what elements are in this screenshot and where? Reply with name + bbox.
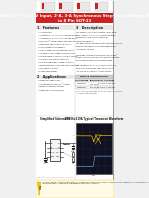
Text: • Power-Good Output: • Power-Good Output <box>38 70 56 72</box>
Text: R1: R1 <box>72 154 74 155</box>
Text: (1) For all available packages, see the ordnance addendum at
    the end of this: (1) For all available packages, see the … <box>75 90 122 93</box>
Text: • Networking Server Switches: • Networking Server Switches <box>38 86 64 87</box>
Text: TPS56x219A: TPS56x219A <box>50 147 61 149</box>
Text: • Startup-based Acceleration Output Voltage: • Startup-based Acceleration Output Volt… <box>38 55 77 57</box>
Text: 1   Features: 1 Features <box>37 26 59 30</box>
Text: • All Integrated: • All Integrated <box>38 31 51 33</box>
Text: SOT-23 (8): SOT-23 (8) <box>90 83 98 85</box>
Bar <box>72 152 74 156</box>
Bar <box>94 2 108 10</box>
Text: • Non-latched OVP, UVLO and TSD Protections: • Non-latched OVP, UVLO and TSD Protecti… <box>38 65 78 66</box>
Text: mode control providing a fast transient response: mode control providing a fast transient … <box>76 57 119 58</box>
Bar <box>36 75 74 79</box>
Bar <box>36 25 74 30</box>
Text: SOT-23 (8): SOT-23 (8) <box>90 87 98 88</box>
Bar <box>77 3 80 9</box>
Text: IMPORTANT NOTICE: A lot of this data sheet specifications, application circuits : IMPORTANT NOTICE: A lot of this data she… <box>42 182 148 185</box>
Text: and reliable output across variable loads.: and reliable output across variable load… <box>76 60 112 61</box>
Bar <box>95 3 98 9</box>
Bar <box>50 139 60 161</box>
Text: PACKAGE: PACKAGE <box>90 80 98 81</box>
Text: VOUT: VOUT <box>72 135 76 136</box>
Bar <box>36 0 113 12</box>
Text: BODY SIZE (NOM): BODY SIZE (NOM) <box>98 79 114 81</box>
Text: 2.90 mm × 2.80 mm: 2.90 mm × 2.80 mm <box>98 83 115 84</box>
Text: TPS56x219A Typical Transient Waveform: TPS56x219A Typical Transient Waveform <box>65 117 123 121</box>
Text: DEVICE INFORMATION: DEVICE INFORMATION <box>80 76 108 77</box>
Text: !: ! <box>38 187 40 191</box>
Text: 2   Applications: 2 Applications <box>37 75 66 79</box>
Text: • Hiccup mode Under Voltage Protection: • Hiccup mode Under Voltage Protection <box>38 62 73 63</box>
Text: 2.90 mm × 2.80 mm: 2.90 mm × 2.80 mm <box>98 87 115 88</box>
Text: • Cycle by Cycle Overcurrent Limit: • Cycle by Cycle Overcurrent Limit <box>38 58 68 60</box>
Text: converters in 8-pin SOT-23 package.: converters in 8-pin SOT-23 package. <box>76 37 108 38</box>
Bar <box>36 180 114 198</box>
Polygon shape <box>37 182 41 196</box>
Text: R2: R2 <box>72 159 74 160</box>
Text: The impressive 2-A or 3-A output current in a: The impressive 2-A or 3-A output current… <box>76 65 115 66</box>
Text: -40°C to 85°C of ambient temperatures.: -40°C to 85°C of ambient temperatures. <box>76 71 111 72</box>
Text: • TPS56x319A: 3-A Synchronous Step-Down: • TPS56x319A: 3-A Synchronous Step-Down <box>38 37 77 39</box>
Bar <box>36 13 113 23</box>
Text: Copyright © 2015, Texas Instruments Incorporated: Copyright © 2015, Texas Instruments Inco… <box>37 176 73 177</box>
Bar <box>59 2 73 10</box>
Bar <box>75 82 113 86</box>
Text: TPS56x219A: TPS56x219A <box>77 83 87 84</box>
Text: 3   Description: 3 Description <box>76 26 103 30</box>
Text: • DCS-CONT™ Mode Control with 400-kHz Switching Frequency: • DCS-CONT™ Mode Control with 400-kHz Sw… <box>38 41 93 42</box>
Text: VIN: VIN <box>51 143 53 144</box>
Bar <box>75 74 113 78</box>
Text: AGND: AGND <box>51 156 55 157</box>
Bar <box>75 86 113 89</box>
Text: SW: SW <box>58 143 60 144</box>
Text: TPS56x219A 4.5-V To 17-V Input, 2-A, 3-A Synchronous Step-Down Voltage Regulator: TPS56x219A 4.5-V To 17-V Input, 2-A, 3-A… <box>0 13 149 17</box>
Text: • Low Shutdown Current Less than 10 μA: • Low Shutdown Current Less than 10 μA <box>38 50 74 51</box>
Text: Time: Time <box>92 175 96 176</box>
Text: TPS56x319A: TPS56x319A <box>77 87 87 88</box>
Text: Simplified Schematic: Simplified Schematic <box>40 117 70 121</box>
Text: • TPS56x219A: 2-A Synchronous Step-Down: • TPS56x219A: 2-A Synchronous Step-Down <box>38 34 77 36</box>
Text: PGND: PGND <box>56 156 60 157</box>
Bar <box>41 2 55 10</box>
Text: IL: IL <box>75 161 76 162</box>
Text: • Adjustable Soft Start: • Adjustable Soft Start <box>38 68 57 69</box>
Bar <box>75 25 113 30</box>
Text: in 8 Pin SOT-23: in 8 Pin SOT-23 <box>58 18 91 23</box>
Text: • Digital TV Power Supply: • Digital TV Power Supply <box>38 80 60 81</box>
Bar <box>76 123 112 174</box>
Text: external component counts and optimized for: external component counts and optimized … <box>76 46 116 47</box>
Text: • Output Voltage Range: 0.76 V to 7 V: • Output Voltage Range: 0.76 V to 7 V <box>38 44 71 45</box>
Text: SW: SW <box>58 147 60 148</box>
Text: small SOT-23 package, and specified from: small SOT-23 package, and specified from <box>76 68 113 69</box>
Text: VOUT: VOUT <box>56 152 60 153</box>
Bar <box>75 78 113 82</box>
Bar <box>59 3 62 9</box>
Text: The devices are optimized to operate with minimum: The devices are optimized to operate wit… <box>76 43 122 44</box>
Text: • Set-Top-Box Blu-ray Disc™ Players: • Set-Top-Box Blu-ray Disc™ Players <box>38 83 70 85</box>
Text: SS/TR: SS/TR <box>51 151 55 153</box>
Text: • Digital-Point Solutions (DPS): • Digital-Point Solutions (DPS) <box>38 89 64 91</box>
Bar <box>42 3 44 9</box>
Text: CIN: CIN <box>44 163 46 164</box>
Text: easy-to-use, 2-A, 3-A synchronous step-down: easy-to-use, 2-A, 3-A synchronous step-d… <box>76 34 115 36</box>
Text: TPS56x219A, TPS56x319A: TPS56x219A, TPS56x319A <box>85 12 113 14</box>
Text: • 800-kHz Switching Frequency: • 800-kHz Switching Frequency <box>38 47 65 48</box>
Text: The TPS56x219A and TPS56x319A are simple: The TPS56x219A and TPS56x319A are simple <box>76 31 116 33</box>
Bar <box>72 157 74 161</box>
Text: VOUT: VOUT <box>73 143 79 144</box>
Bar <box>77 2 90 10</box>
Text: COUT: COUT <box>71 151 75 152</box>
Text: PART NUMBER: PART NUMBER <box>75 80 88 81</box>
Text: These devices employ proprietary DCS-CONT™: These devices employ proprietary DCS-CON… <box>76 54 118 56</box>
Text: • 1% Established Voltage Accuracy (0.5%): • 1% Established Voltage Accuracy (0.5%) <box>38 52 75 54</box>
Text: EN: EN <box>51 147 53 148</box>
Text: low standby current.: low standby current. <box>76 48 94 50</box>
